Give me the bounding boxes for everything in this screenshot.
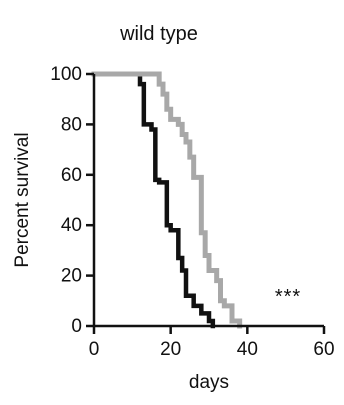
series-group	[94, 74, 240, 326]
x-tick-label: 20	[160, 339, 181, 360]
y-tick-label: 0	[71, 316, 82, 337]
x-axis-label: days	[189, 372, 229, 393]
y-tick-label: 20	[61, 266, 82, 287]
y-tick-label: 100	[50, 64, 82, 85]
y-axis-label: Percent survival	[12, 132, 33, 267]
axes-group: 0 20 40 60 80 100 0 20 40 60	[50, 64, 334, 360]
x-tick-label: 60	[313, 339, 334, 360]
chart-title: wild type	[119, 23, 198, 45]
significance-annotation: ***	[275, 286, 301, 308]
y-tick-label: 40	[61, 215, 82, 236]
x-tick-label: 40	[237, 339, 258, 360]
x-tick-label: 0	[89, 339, 100, 360]
y-tick-label: 60	[61, 165, 82, 186]
y-tick-label: 80	[61, 114, 82, 135]
series-line	[94, 74, 213, 326]
